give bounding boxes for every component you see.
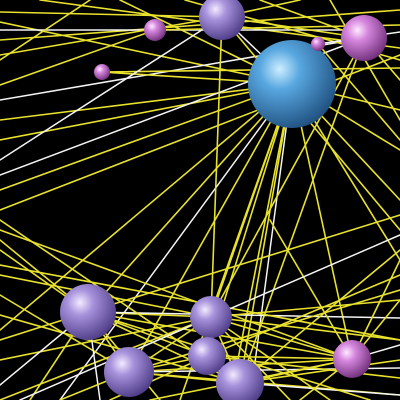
node-pink-bottom-right	[333, 340, 371, 378]
node-lavender-left	[60, 284, 116, 340]
edge-4	[0, 16, 223, 56]
edge-93	[87, 311, 371, 400]
node-lavender-center	[190, 296, 232, 338]
edge-88	[269, 219, 353, 360]
edge-17	[0, 11, 223, 18]
node-lavender-bottom-right	[216, 359, 264, 400]
edge-46	[210, 16, 223, 318]
node-lavender-bottom-left	[104, 347, 154, 397]
edge-8	[0, 29, 156, 86]
node-lavender-top	[199, 0, 245, 40]
edge-21	[0, 16, 223, 161]
edge-38	[249, 83, 293, 400]
edge-69	[210, 299, 400, 318]
edge-7	[0, 83, 293, 121]
edge-68	[210, 316, 353, 360]
edge-42	[59, 83, 293, 400]
node-pink-small-top	[144, 19, 166, 41]
edge-41	[0, 83, 293, 331]
edge-90	[206, 274, 400, 357]
edge-13	[221, 16, 365, 39]
edge-0	[0, 9, 400, 41]
edge-91	[128, 289, 400, 373]
edge-37	[291, 83, 353, 360]
edge-44	[210, 37, 365, 318]
edge-18	[0, 83, 293, 141]
edge-58	[87, 311, 400, 319]
edge-98	[87, 214, 400, 313]
edge-55	[0, 316, 212, 400]
edge-92	[210, 316, 331, 400]
edge-1	[0, 21, 293, 85]
nodes	[60, 0, 387, 400]
edge-99	[210, 234, 400, 318]
edge-89	[239, 249, 400, 384]
edge-20	[0, 83, 293, 191]
edge-28	[317, 43, 400, 141]
edge-95	[0, 229, 353, 360]
node-pink-tiny-top	[311, 37, 325, 51]
edge-82	[239, 359, 400, 384]
node-lavender-bottom-center	[188, 337, 226, 375]
node-pink-small-left	[94, 64, 110, 80]
edge-83	[239, 382, 400, 396]
edge-35	[239, 83, 293, 384]
hub-node-blue	[248, 40, 336, 128]
edge-22	[0, 0, 91, 61]
node-pink-top-right	[341, 15, 387, 61]
